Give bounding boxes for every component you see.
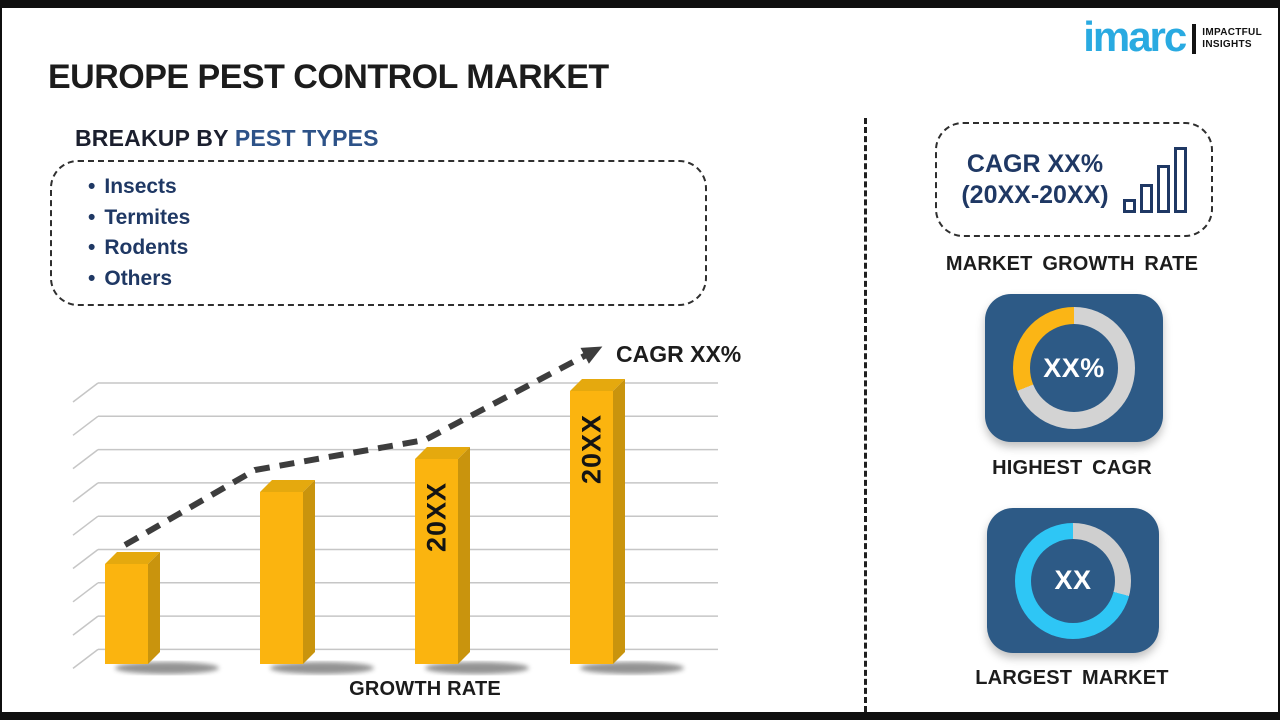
bullet-icon: •	[88, 205, 96, 229]
frame-border-left	[0, 0, 2, 720]
largest-market-tile: XX	[987, 508, 1159, 653]
page-title: EUROPE PEST CONTROL MARKET	[48, 58, 609, 96]
bullet-icon: •	[88, 236, 96, 259]
market-growth-card: CAGR XX% (20XX-20XX)	[935, 122, 1213, 237]
section-divider	[864, 118, 867, 712]
list-item: • Rodents	[88, 236, 189, 259]
highest-cagr-donut: XX%	[1013, 307, 1135, 429]
largest-market-caption: LARGEST MARKET	[975, 667, 1169, 689]
frame-border-bottom	[0, 712, 1280, 720]
trend-cagr-label: CAGR XX%	[616, 341, 742, 367]
bullet-icon: •	[88, 266, 96, 290]
breakup-heading-prefix: BREAKUP BY	[75, 125, 235, 151]
bar-front-face	[415, 459, 458, 664]
bar-top-face	[260, 480, 315, 492]
ascending-bars-icon	[1122, 146, 1187, 213]
x-axis-label: GROWTH RATE	[349, 678, 501, 700]
bar-side-face	[148, 552, 160, 664]
market-growth-rate-caption: MARKET GROWTH RATE	[945, 253, 1199, 275]
bar-value-label: 20XX	[422, 482, 452, 552]
bar-side-face	[303, 480, 315, 664]
bar-front-face	[260, 492, 303, 664]
bar-shadow	[115, 662, 219, 674]
bar-shadow	[425, 662, 529, 674]
bar-front-face	[570, 391, 613, 664]
logo-brand-text: imarc	[1083, 13, 1187, 60]
list-item: • Others	[88, 266, 173, 290]
list-item: • Insects	[88, 175, 177, 198]
cagr-value-text: CAGR XX% (20XX-20XX)	[961, 149, 1109, 209]
bar-top-face	[415, 447, 470, 459]
largest-market-donut: XX	[1015, 522, 1131, 639]
bar-value-label: 20XX	[577, 414, 607, 484]
gridline-depth-edge	[72, 582, 99, 603]
pest-types-box	[50, 160, 707, 306]
highest-cagr-caption: HIGHEST CAGR	[992, 457, 1152, 479]
breakup-heading: BREAKUP BY PEST TYPES	[75, 125, 379, 152]
frame-border-top	[0, 0, 1280, 8]
highest-cagr-value: XX%	[1043, 352, 1105, 383]
growth-bar-chart: 20XX 20XX	[72, 346, 718, 674]
bar-shadow	[580, 662, 684, 674]
gridline-depth-edge	[72, 449, 99, 470]
gridline-depth-edge	[72, 515, 99, 536]
bar-top-face	[570, 379, 625, 391]
largest-market-value: XX	[1054, 565, 1092, 595]
breakup-heading-accent: PEST TYPES	[234, 125, 379, 151]
logo-separator	[1192, 24, 1197, 54]
trend-line	[123, 350, 592, 548]
gridline-depth-edge	[72, 648, 99, 669]
bullet-icon: •	[88, 175, 96, 198]
gridline-depth-edge	[72, 548, 99, 570]
gridline-depth-edge	[72, 615, 99, 636]
highest-cagr-tile: XX%	[985, 294, 1163, 442]
pest-types-list: • Insects • Termites • Rodents • Others	[88, 172, 190, 294]
bar-side-face	[458, 447, 470, 664]
logo-tagline: IMPACTFUL INSIGHTS	[1202, 27, 1262, 50]
trend-arrowhead-icon	[580, 346, 603, 364]
gridline-depth-edge	[72, 415, 99, 436]
list-item: • Termites	[88, 205, 191, 229]
bar-side-face	[613, 379, 625, 664]
gridline-depth-edge	[72, 482, 99, 503]
bar-top-face	[105, 552, 160, 564]
bar-shadow	[270, 662, 374, 674]
gridline-depth-edge	[72, 382, 99, 403]
bar-front-face	[105, 564, 148, 664]
imarc-logo: imarc IMPACTFUL INSIGHTS	[1083, 16, 1262, 58]
frame-border-right	[1278, 0, 1280, 720]
